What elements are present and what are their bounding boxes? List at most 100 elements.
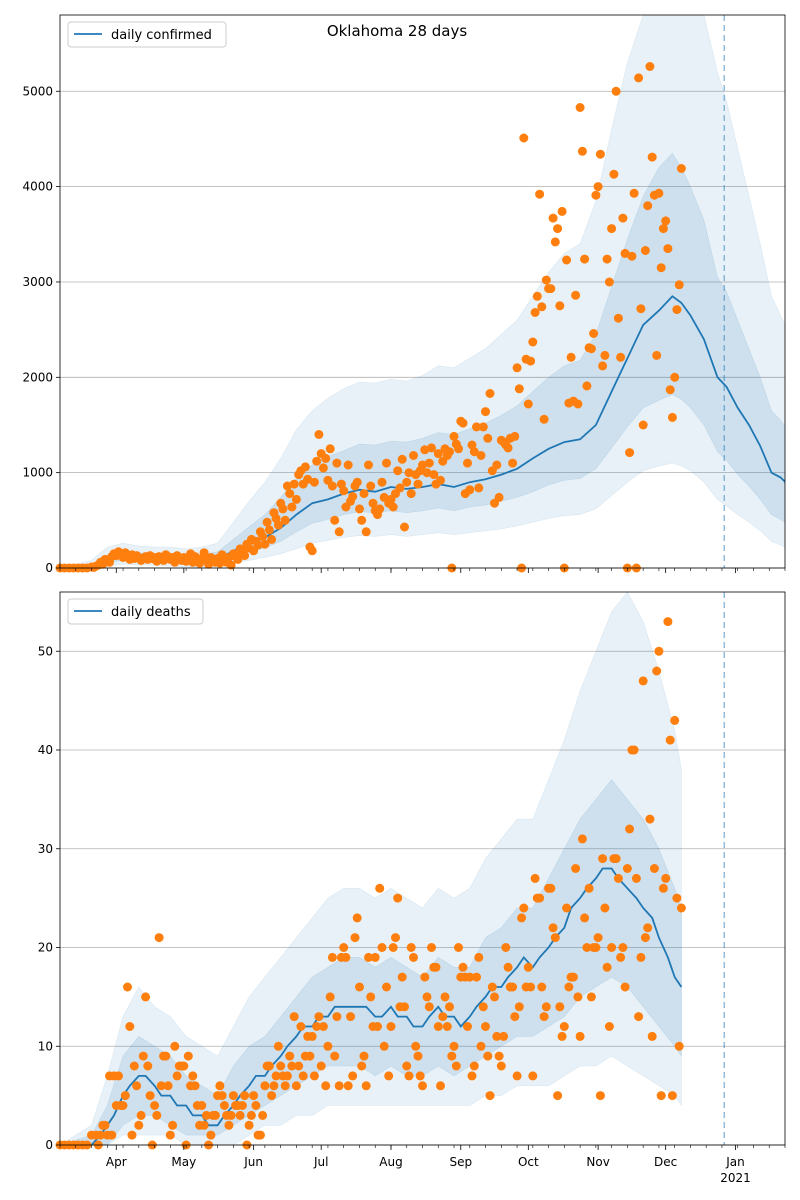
observed-point <box>150 1101 160 1110</box>
observed-point <box>532 291 542 301</box>
observed-point <box>366 481 376 491</box>
y-tick-label: 0 <box>45 1138 53 1152</box>
observed-point <box>138 1051 148 1061</box>
observed-point <box>523 399 533 409</box>
observed-point <box>433 449 443 459</box>
observed-point <box>629 745 639 755</box>
x-tick-label: May <box>171 1155 196 1169</box>
observed-point <box>366 992 376 1002</box>
observed-point <box>620 982 630 992</box>
observed-point <box>467 1071 477 1081</box>
observed-point <box>463 458 472 468</box>
observed-point <box>219 1101 229 1110</box>
observed-point <box>472 422 481 432</box>
observed-point <box>282 481 292 491</box>
observed-point <box>134 1120 144 1130</box>
observed-point <box>593 182 603 192</box>
observed-point <box>512 363 522 373</box>
observed-point <box>613 313 623 323</box>
observed-point <box>476 1041 486 1051</box>
observed-point <box>654 646 664 656</box>
observed-point <box>388 943 398 952</box>
observed-point <box>334 1081 344 1091</box>
observed-point <box>528 337 538 347</box>
observed-point <box>355 504 364 514</box>
observed-point <box>179 1061 189 1071</box>
observed-point <box>442 1022 452 1031</box>
observed-point <box>530 308 540 317</box>
observed-point <box>580 254 590 264</box>
observed-point <box>291 1081 301 1091</box>
observed-point <box>469 447 479 457</box>
x-year-label: 2021 <box>720 1171 751 1185</box>
observed-point <box>519 133 529 143</box>
x-tick-label: Nov <box>586 1155 609 1169</box>
observed-point <box>553 1091 563 1101</box>
mean-series-line <box>60 867 683 1145</box>
observed-point <box>264 1061 274 1071</box>
observed-point <box>260 539 270 549</box>
observed-point <box>424 1002 434 1012</box>
observed-point <box>355 982 364 992</box>
observed-point <box>438 1012 448 1022</box>
observed-point <box>595 1091 605 1101</box>
observed-point <box>397 454 407 464</box>
outer-confidence-band <box>60 592 682 1145</box>
observed-point <box>618 943 628 952</box>
observed-point <box>658 883 668 893</box>
observed-point <box>510 1012 520 1022</box>
observed-point <box>273 520 283 530</box>
observed-point <box>217 1091 227 1101</box>
observed-point <box>402 1061 412 1071</box>
observed-point <box>123 982 132 992</box>
y-tick-label: 10 <box>38 1039 53 1053</box>
observed-point <box>600 903 610 913</box>
observed-point <box>368 498 378 508</box>
observed-point <box>330 515 340 525</box>
observed-point <box>575 103 585 112</box>
observed-point <box>676 164 686 173</box>
observed-point <box>501 943 511 952</box>
observed-point <box>424 458 434 468</box>
observed-point <box>571 864 581 873</box>
observed-point <box>604 277 614 287</box>
observed-point <box>364 460 373 470</box>
observed-point <box>152 1110 162 1120</box>
x-tick-label: Sep <box>449 1155 472 1169</box>
observed-point <box>373 1022 382 1031</box>
observed-point <box>325 444 335 454</box>
observed-point <box>210 1110 220 1120</box>
observed-point <box>165 1130 175 1140</box>
observed-point <box>577 834 587 844</box>
observed-point <box>591 943 601 952</box>
observed-point <box>312 456 322 466</box>
observed-point <box>350 933 360 943</box>
observed-point <box>120 1091 130 1101</box>
observed-point <box>377 943 387 952</box>
observed-point <box>622 864 632 873</box>
observed-point <box>568 972 578 982</box>
y-tick-label: 3000 <box>22 275 53 289</box>
observed-point <box>667 412 677 422</box>
observed-point <box>318 463 328 473</box>
observed-point <box>154 933 164 943</box>
observed-point <box>602 962 612 972</box>
observed-point <box>645 62 655 71</box>
observed-point <box>391 933 400 943</box>
observed-point <box>235 1110 245 1120</box>
observed-point <box>658 224 668 234</box>
observed-point <box>307 546 317 556</box>
observed-point <box>469 1061 479 1071</box>
observed-point <box>228 1091 238 1101</box>
observed-point <box>327 481 337 491</box>
observed-point <box>503 443 513 453</box>
y-tick-label: 30 <box>38 842 53 856</box>
observed-point <box>233 554 243 564</box>
observed-point <box>611 86 621 96</box>
observed-point <box>589 329 599 338</box>
observed-point <box>226 1110 236 1120</box>
observed-point <box>352 477 362 487</box>
observed-point <box>530 873 540 883</box>
observed-point <box>260 1081 270 1091</box>
observed-point <box>370 952 380 962</box>
